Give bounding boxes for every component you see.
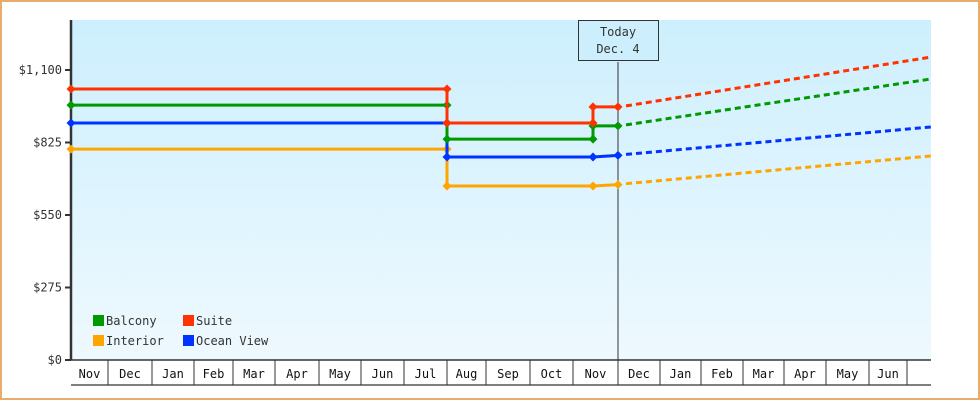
legend-label: Balcony: [106, 314, 157, 328]
legend-swatch: [183, 335, 194, 346]
x-month-label: May: [837, 367, 859, 381]
x-month-label: Apr: [286, 367, 308, 381]
y-tick-label: $825: [33, 136, 62, 150]
legend-swatch: [93, 315, 104, 326]
legend-label: Suite: [196, 314, 232, 328]
projection-line: [625, 125, 932, 156]
y-tick-label: $550: [33, 208, 62, 222]
legend-swatch: [93, 335, 104, 346]
x-month-label: Feb: [203, 367, 225, 381]
y-tick-label: $0: [48, 353, 62, 367]
x-month-label: Mar: [243, 367, 265, 381]
x-month-label: Nov: [79, 367, 101, 381]
legend-swatch: [183, 315, 194, 326]
x-month-label: Jul: [415, 367, 437, 381]
projection-line: [625, 154, 932, 186]
legend-label: Interior: [106, 334, 164, 348]
today-label: Today: [600, 25, 636, 39]
x-month-label: Apr: [794, 367, 816, 381]
x-month-label: Jan: [162, 367, 184, 381]
x-month-label: Oct: [541, 367, 563, 381]
y-tick-label: $275: [33, 281, 62, 295]
x-month-label: Dec: [628, 367, 650, 381]
x-month-label: Jun: [372, 367, 394, 381]
x-axis: Nov Dec Jan Feb Mar Apr May Jun Jul Aug Sep Oct Nov D…: [71, 360, 931, 386]
x-month-label: Aug: [456, 367, 478, 381]
series-lines: [66, 55, 932, 191]
x-month-label: May: [329, 367, 351, 381]
legend-label: Ocean View: [196, 334, 269, 348]
y-tick-label: $1,100: [19, 63, 62, 77]
plot-area: [71, 20, 931, 360]
x-month-label: Jun: [877, 367, 899, 381]
today-marker: Today Dec. 4: [578, 20, 659, 385]
today-date: Dec. 4: [596, 42, 639, 56]
x-month-label: Feb: [711, 367, 733, 381]
x-month-label: Mar: [753, 367, 775, 381]
x-month-label: Dec: [119, 367, 141, 381]
legend: Balcony Suite Interior Ocean View: [93, 314, 269, 348]
x-month-label: Nov: [585, 367, 607, 381]
x-month-label: Sep: [497, 367, 519, 381]
projection-line: [625, 55, 932, 108]
projection-line: [625, 77, 932, 127]
y-axis: $0 $275 $550 $825 $1,100: [19, 20, 931, 367]
x-month-label: Jan: [670, 367, 692, 381]
